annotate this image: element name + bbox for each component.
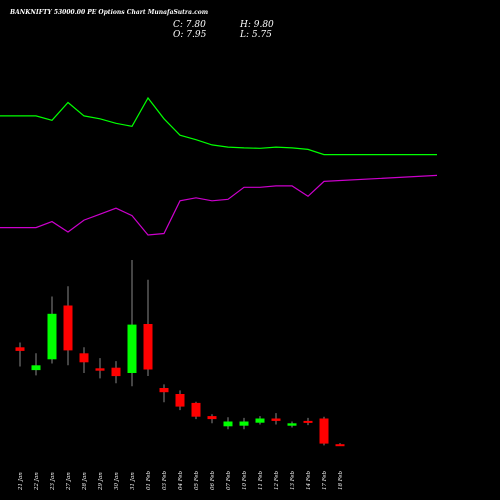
candle-body	[63, 305, 73, 351]
candle-body	[207, 416, 217, 420]
x-tick-label: 05 Feb	[194, 470, 200, 490]
x-tick-label: 27 Jan	[66, 472, 72, 491]
magenta-indicator-line	[0, 174, 438, 236]
x-tick-label: 17 Feb	[322, 470, 328, 490]
candle-body	[191, 402, 201, 417]
x-tick-label: 29 Jan	[98, 472, 104, 491]
candle-body	[79, 353, 89, 363]
x-tick-label: 21 Jan	[18, 472, 24, 491]
close-value: C: 7.80	[173, 20, 206, 30]
x-tick-label: 22 Jan	[34, 472, 40, 491]
x-tick-label: 30 Jan	[114, 472, 120, 490]
candle-body	[111, 367, 121, 377]
candle-body	[15, 347, 25, 351]
open-value: O: 7.95	[173, 30, 207, 40]
candles	[15, 260, 345, 447]
candle-body	[319, 418, 329, 444]
candle-body	[239, 421, 249, 426]
x-tick-label: 23 Jan	[50, 472, 56, 491]
candle-body	[95, 368, 105, 371]
indicator-lines	[0, 96, 438, 236]
x-tick-label: 07 Feb	[226, 470, 232, 490]
x-tick-label: 28 Jan	[82, 472, 88, 491]
candle-body	[143, 324, 153, 370]
candle-body	[159, 388, 169, 393]
x-tick-label: 10 Feb	[242, 470, 248, 490]
x-tick-label: 04 Feb	[178, 470, 184, 490]
x-tick-label: 06 Feb	[210, 470, 216, 490]
x-axis-ticks: 21 Jan 22 Jan 23 Jan 27 Jan 28 Jan 29 Jan 30 J…	[18, 470, 344, 491]
x-tick-label: 18 Feb	[338, 470, 344, 490]
x-tick-label: 12 Feb	[274, 470, 280, 490]
candle-body	[271, 418, 281, 421]
candle-body	[31, 365, 41, 371]
x-tick-label: 03 Feb	[162, 470, 168, 490]
x-tick-label: 31 Jan	[130, 472, 136, 490]
candle-body	[47, 313, 57, 360]
candle-body	[255, 418, 265, 423]
candle-body	[303, 420, 313, 423]
green-indicator-line	[0, 96, 437, 156]
chart-title: BANKNIFTY 53000.00 PE Options Chart Muna…	[9, 9, 208, 16]
candle-body	[287, 423, 297, 426]
candle-body	[335, 444, 345, 447]
candle-body	[223, 421, 233, 427]
candle-body	[175, 394, 185, 407]
x-tick-label: 01 Feb	[146, 470, 152, 490]
x-tick-label: 11 Feb	[258, 470, 264, 490]
x-tick-label: 14 Feb	[306, 470, 312, 490]
x-tick-label: 13 Feb	[290, 470, 296, 490]
low-value: L: 5.75	[239, 30, 272, 40]
high-value: H: 9.80	[239, 20, 274, 30]
candle-body	[127, 324, 137, 373]
